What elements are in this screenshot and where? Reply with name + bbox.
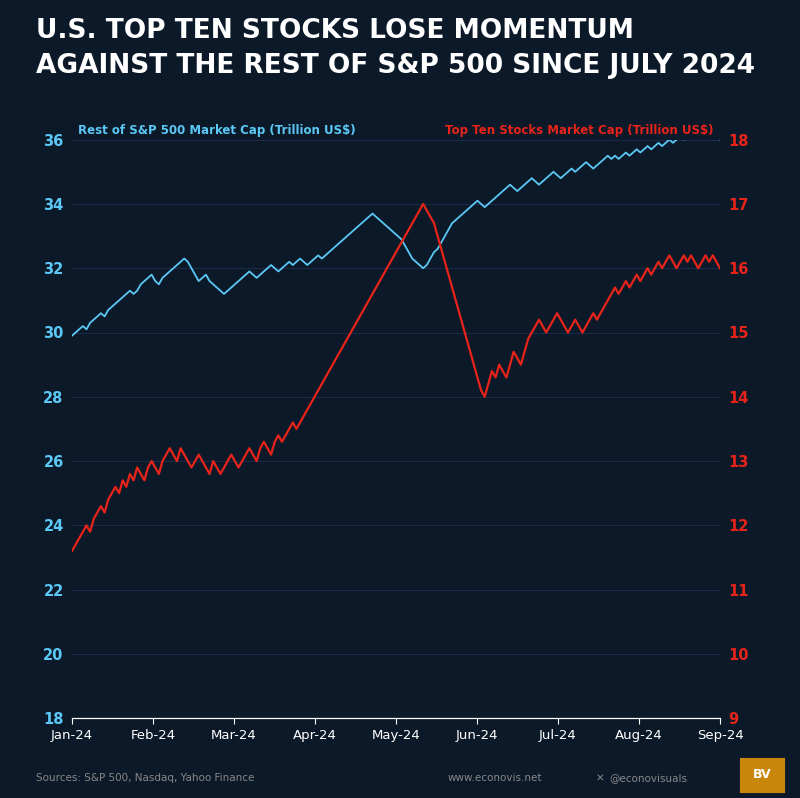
Text: AGAINST THE REST OF S&P 500 SINCE JULY 2024: AGAINST THE REST OF S&P 500 SINCE JULY 2…: [36, 53, 755, 80]
Text: BV: BV: [753, 768, 771, 781]
Text: ✕: ✕: [596, 773, 605, 783]
Text: Rest of S&P 500 Market Cap (Trillion US$): Rest of S&P 500 Market Cap (Trillion US$…: [78, 124, 356, 136]
Text: www.econovis.net: www.econovis.net: [448, 773, 542, 783]
Text: Top Ten Stocks Market Cap (Trillion US$): Top Ten Stocks Market Cap (Trillion US$): [445, 124, 714, 136]
Text: @econovisuals: @econovisuals: [610, 773, 688, 783]
Text: U.S. TOP TEN STOCKS LOSE MOMENTUM: U.S. TOP TEN STOCKS LOSE MOMENTUM: [36, 18, 634, 44]
Text: Sources: S&P 500, Nasdaq, Yahoo Finance: Sources: S&P 500, Nasdaq, Yahoo Finance: [36, 773, 254, 783]
